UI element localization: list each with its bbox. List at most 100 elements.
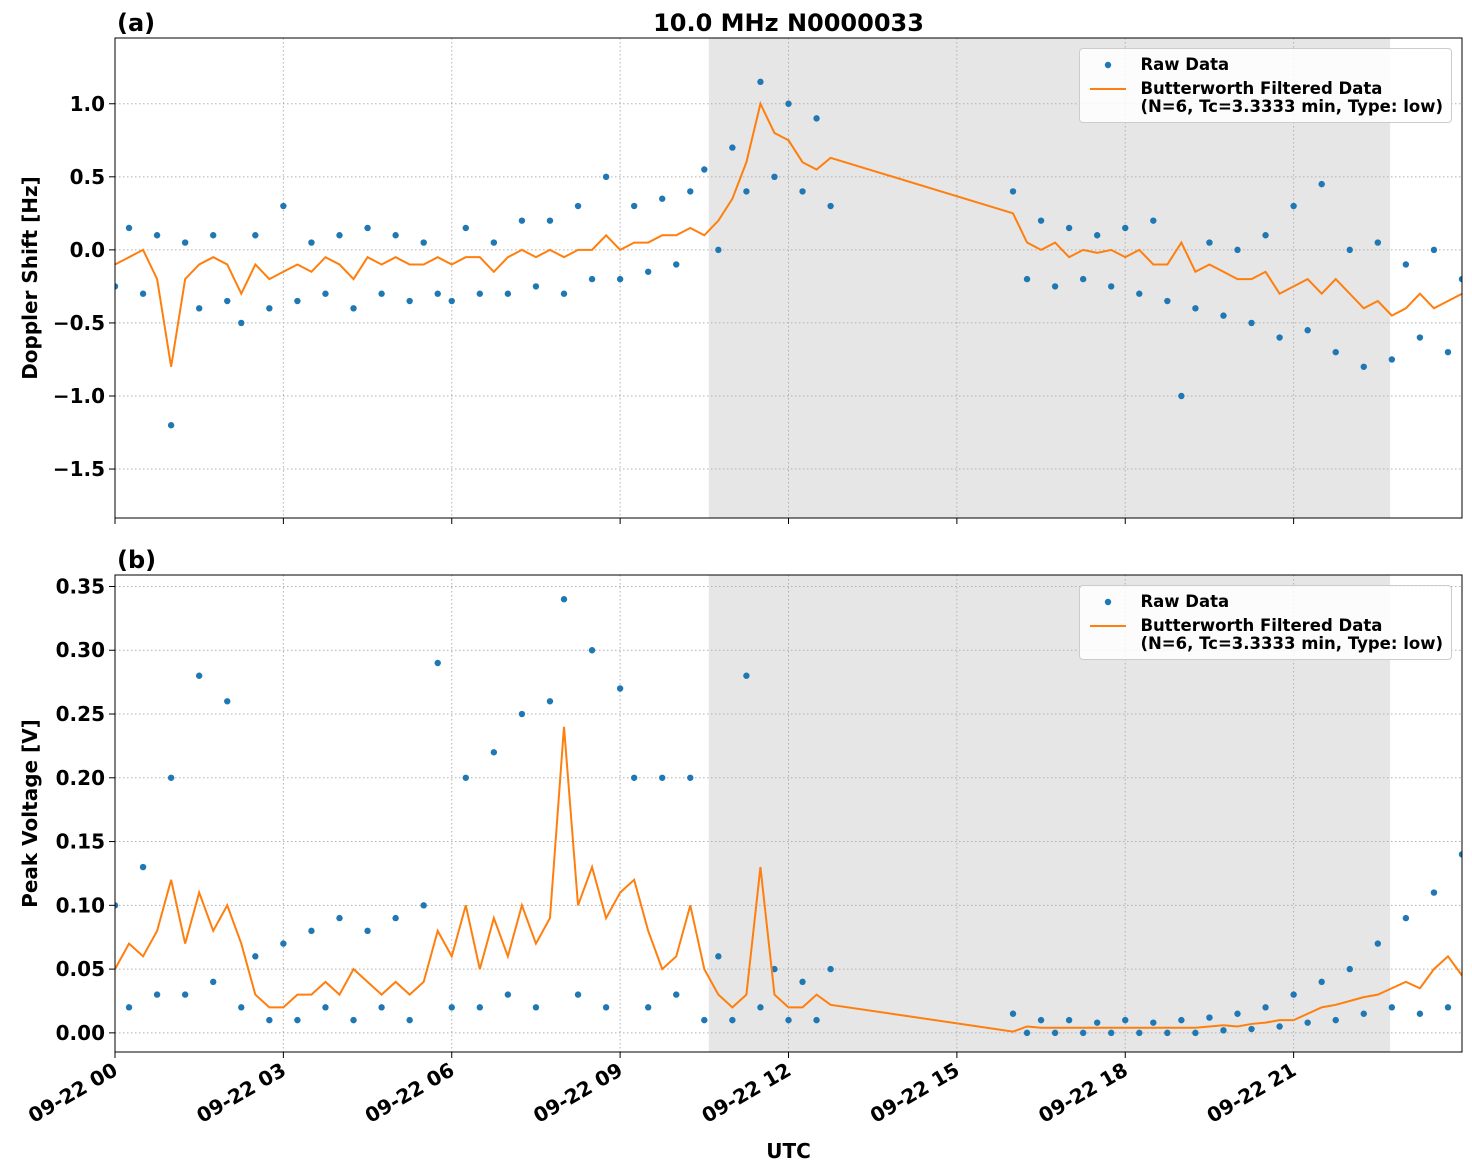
- raw-point: [1374, 940, 1382, 947]
- raw-point: [1402, 261, 1410, 268]
- panel-label: (a): [117, 9, 155, 37]
- axes-frame: [114, 37, 1463, 519]
- raw-point: [673, 261, 680, 268]
- raw-point: [1220, 1027, 1227, 1034]
- raw-point: [799, 978, 806, 986]
- raw-point: [1388, 1004, 1396, 1011]
- raw-point: [1304, 327, 1311, 334]
- raw-point: [294, 1016, 301, 1024]
- raw-point: [1220, 312, 1227, 319]
- raw-point: [153, 991, 161, 998]
- y-tick-label: 0.5: [70, 165, 105, 189]
- raw-point: [659, 195, 666, 202]
- raw-point: [504, 290, 512, 297]
- raw-point: [701, 1016, 708, 1024]
- raw-point: [813, 115, 820, 122]
- y-axis-label: Peak Voltage [V]: [18, 719, 42, 908]
- raw-point: [729, 1016, 736, 1024]
- legend-marker: [1105, 61, 1112, 69]
- legend-key: [1088, 617, 1128, 635]
- legend-swatch: [1090, 625, 1127, 627]
- raw-point: [448, 1004, 455, 1011]
- raw-point: [280, 202, 287, 210]
- raw-point: [630, 202, 638, 210]
- raw-point: [322, 290, 329, 297]
- raw-point: [167, 422, 175, 429]
- legend-label: Butterworth Filtered Data (N=6, Tc=3.333…: [1140, 79, 1443, 116]
- raw-point: [532, 283, 540, 290]
- raw-point: [294, 297, 301, 305]
- raw-point: [1304, 1019, 1311, 1026]
- raw-point: [827, 202, 834, 210]
- y-tick-label: 1.0: [70, 92, 105, 116]
- raw-point: [1065, 1016, 1073, 1024]
- raw-point: [757, 1004, 764, 1011]
- raw-point: [1458, 851, 1462, 858]
- legend-swatch: [1105, 598, 1112, 606]
- raw-point: [420, 902, 427, 909]
- raw-point: [181, 991, 189, 998]
- raw-point: [1108, 1029, 1115, 1037]
- raw-point: [1262, 1004, 1269, 1011]
- y-tick-label: −1.5: [53, 457, 105, 481]
- raw-point: [1430, 246, 1438, 254]
- y-tick-label: 0.15: [56, 830, 105, 854]
- raw-point: [392, 232, 399, 239]
- raw-point: [476, 1004, 484, 1011]
- raw-point: [602, 173, 610, 181]
- raw-point: [336, 914, 343, 922]
- x-tick-label: 09-22 15: [866, 1058, 964, 1128]
- raw-point: [1318, 978, 1325, 986]
- raw-point: [448, 297, 455, 305]
- raw-point: [1290, 202, 1297, 210]
- raw-point: [813, 1016, 820, 1024]
- raw-point: [1402, 914, 1410, 922]
- raw-point: [588, 647, 596, 654]
- axes-frame: [114, 574, 1463, 1053]
- raw-point: [1318, 180, 1325, 188]
- x-tick-label: 09-22 12: [697, 1058, 795, 1128]
- raw-point: [743, 188, 750, 195]
- raw-point: [574, 202, 582, 210]
- raw-point: [462, 774, 469, 781]
- y-tick-label: 0.10: [56, 893, 105, 917]
- raw-point: [195, 305, 203, 312]
- legend-entry: Butterworth Filtered Data (N=6, Tc=3.333…: [1088, 617, 1443, 653]
- raw-point: [785, 100, 792, 107]
- y-tick-label: 0.00: [56, 1021, 105, 1045]
- raw-point: [771, 965, 778, 973]
- raw-point: [224, 297, 231, 305]
- raw-point: [195, 672, 203, 679]
- raw-point: [827, 965, 834, 973]
- legend-swatch: [1105, 61, 1112, 69]
- panel-label: (b): [117, 546, 156, 574]
- raw-point: [715, 246, 722, 254]
- raw-point: [799, 188, 806, 195]
- raw-point: [532, 1004, 540, 1011]
- plot-area: [115, 78, 1462, 429]
- raw-point: [434, 659, 441, 667]
- raw-point: [1150, 1019, 1157, 1026]
- raw-point: [1051, 1029, 1059, 1037]
- y-tick-label: 0.0: [70, 238, 105, 262]
- raw-point: [238, 1004, 245, 1011]
- raw-point: [266, 305, 273, 312]
- legend-entry: Raw Data: [1088, 593, 1443, 611]
- legend: Raw Data Butterworth Filtered Data (N=6, …: [1079, 585, 1452, 660]
- raw-point: [701, 166, 708, 173]
- raw-point: [560, 596, 568, 603]
- raw-point: [1346, 246, 1353, 254]
- raw-point: [1136, 290, 1143, 297]
- raw-point: [125, 1004, 133, 1011]
- raw-point: [210, 232, 217, 239]
- raw-point: [1009, 1010, 1017, 1017]
- raw-point: [673, 991, 680, 998]
- y-tick-label: 0.35: [56, 574, 105, 598]
- raw-point: [1206, 239, 1213, 246]
- y-tick-label: 0.30: [56, 638, 105, 662]
- raw-point: [1388, 356, 1396, 363]
- raw-point: [1164, 297, 1171, 305]
- raw-point: [715, 953, 722, 960]
- raw-point: [687, 188, 694, 195]
